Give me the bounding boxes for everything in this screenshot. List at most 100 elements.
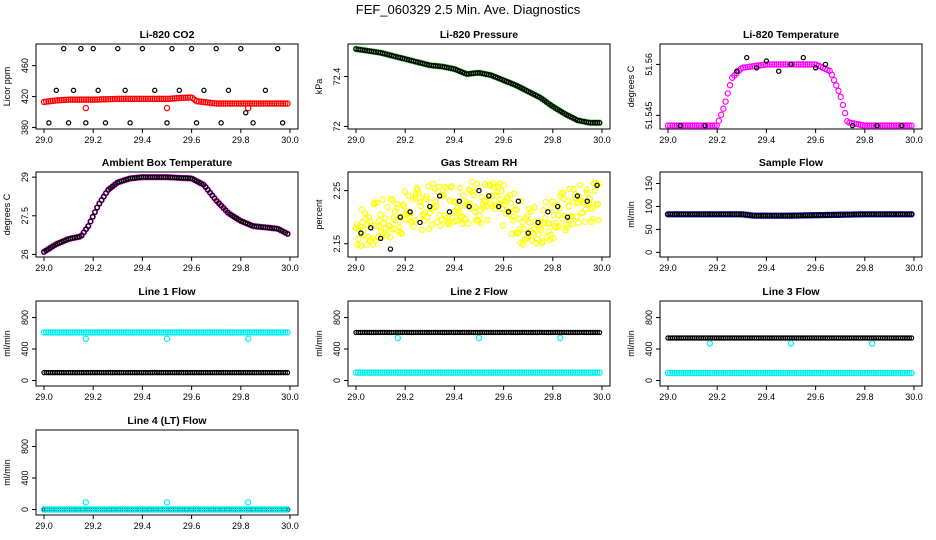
x-tick-label: 29.4 xyxy=(134,263,152,273)
data-point xyxy=(493,192,500,200)
x-tick-label: 29.8 xyxy=(856,135,874,145)
data-point xyxy=(830,369,838,377)
data-point xyxy=(414,186,421,194)
data-point xyxy=(760,369,767,377)
panel-title: Li-820 Pressure xyxy=(440,29,518,41)
data-point xyxy=(129,506,136,513)
data-point xyxy=(591,187,598,195)
data-point xyxy=(111,506,119,513)
data-point xyxy=(487,369,495,376)
panel-title: Line 1 Flow xyxy=(138,286,196,298)
data-point xyxy=(83,120,89,126)
data-point xyxy=(693,122,700,129)
data-point xyxy=(163,335,171,342)
data-point xyxy=(587,205,594,212)
data-point xyxy=(246,329,254,336)
data-point xyxy=(432,198,439,205)
data-point xyxy=(237,506,245,513)
data-point xyxy=(89,96,96,103)
data-point xyxy=(240,100,247,107)
data-point xyxy=(131,95,138,103)
data-point xyxy=(259,100,267,107)
data-point xyxy=(91,96,99,103)
data-point xyxy=(589,205,597,212)
y-axis-label: degrees C xyxy=(626,65,636,107)
data-point xyxy=(525,230,531,236)
data-point xyxy=(136,506,143,513)
data-point xyxy=(410,223,417,230)
data-point xyxy=(284,506,291,513)
data-point xyxy=(776,68,782,74)
data-point xyxy=(40,329,48,336)
data-point xyxy=(122,506,130,513)
data-point xyxy=(222,506,229,513)
y-tick-label: 800 xyxy=(20,310,30,325)
data-point xyxy=(490,369,497,376)
data-point xyxy=(242,329,249,336)
data-point xyxy=(136,329,143,336)
y-tick-label: 51.545 xyxy=(644,102,654,130)
series-black xyxy=(358,182,600,252)
data-point xyxy=(594,201,602,208)
data-point xyxy=(886,369,893,377)
data-point xyxy=(397,214,403,220)
data-point xyxy=(908,211,915,217)
data-point xyxy=(496,369,504,376)
data-point xyxy=(563,221,570,228)
series-black xyxy=(665,211,915,219)
y-axis-label: kPa xyxy=(314,79,324,95)
data-point xyxy=(255,329,262,336)
data-point xyxy=(874,122,880,129)
data-point xyxy=(69,96,76,103)
data-point xyxy=(591,369,599,376)
data-point xyxy=(147,95,154,103)
data-point xyxy=(279,329,287,336)
y-tick-label: 800 xyxy=(332,310,342,325)
data-point xyxy=(386,234,394,241)
data-point xyxy=(859,369,867,377)
data-point xyxy=(60,329,68,336)
data-point xyxy=(163,104,171,112)
x-tick-label: 29.4 xyxy=(446,263,464,273)
data-point xyxy=(762,369,769,377)
data-point xyxy=(166,506,174,513)
data-point xyxy=(515,215,523,222)
data-point xyxy=(555,203,561,210)
data-point xyxy=(197,98,205,105)
data-point xyxy=(903,369,911,377)
data-point xyxy=(56,329,63,336)
data-point xyxy=(870,122,878,129)
data-point xyxy=(98,96,105,103)
data-point xyxy=(556,369,563,376)
data-point xyxy=(62,96,70,103)
series-black xyxy=(353,46,603,126)
y-axis-label: percent xyxy=(314,199,324,230)
data-point xyxy=(215,329,223,336)
data-point xyxy=(888,122,895,129)
data-point xyxy=(795,369,802,377)
data-point xyxy=(671,122,678,129)
y-tick-label: 50 xyxy=(644,224,654,234)
x-tick-label: 29.6 xyxy=(807,135,825,145)
data-point xyxy=(89,506,96,513)
panel-pressure: Li-820 Pressure kPa 29.0 29.2 29.4 29.6 29.8 30… xyxy=(314,29,611,145)
data-point xyxy=(138,329,145,336)
data-point xyxy=(242,506,249,513)
data-point xyxy=(197,506,205,513)
data-point xyxy=(523,369,530,376)
data-point xyxy=(355,235,362,243)
data-point xyxy=(511,190,518,197)
data-point xyxy=(669,122,676,129)
data-point xyxy=(695,122,703,129)
y-tick-label: 2.25 xyxy=(332,182,342,200)
data-point xyxy=(507,199,515,207)
data-point xyxy=(160,95,167,103)
y-tick-label: 100 xyxy=(644,199,654,214)
data-point xyxy=(722,369,729,377)
x-tick-label: 29.4 xyxy=(758,392,776,402)
data-point xyxy=(233,329,240,336)
data-point xyxy=(411,217,418,224)
data-point xyxy=(737,369,745,377)
data-point xyxy=(667,369,674,377)
